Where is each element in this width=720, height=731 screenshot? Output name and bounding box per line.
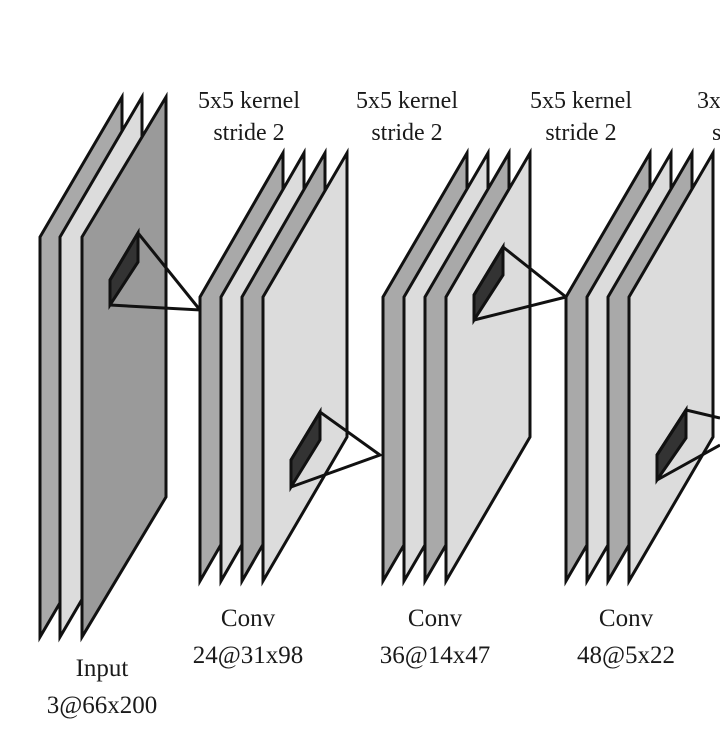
input-shape-label: 3@66x200 xyxy=(47,692,158,719)
conv2-kernel-outline xyxy=(472,244,570,322)
conv2-kernel-window xyxy=(472,241,570,326)
conv3-plane-4 xyxy=(627,147,715,587)
conv2-volume xyxy=(381,147,532,587)
conv1-stride-label: stride 2 xyxy=(213,120,284,146)
conv2-shape-label: 36@14x47 xyxy=(380,642,491,669)
kernel-labels: 5x5 kernel stride 2 5x5 kernel stride 2 … xyxy=(198,88,720,146)
conv1-plane-4 xyxy=(261,147,349,587)
input-kernel-outline xyxy=(108,230,204,312)
conv1-shape-label: 24@31x98 xyxy=(193,642,304,669)
input-volume xyxy=(38,91,168,643)
conv3-kernel-size-label: 5x5 kernel xyxy=(530,88,632,114)
conv3-shape-label: 48@5x22 xyxy=(577,642,675,669)
conv3-stride-label: stride 2 xyxy=(545,120,616,146)
input-plane-3 xyxy=(80,91,168,643)
conv4-stride-label: stride 1 xyxy=(712,120,720,146)
conv3-volume xyxy=(564,147,715,587)
conv2-kernel-size-label: 5x5 kernel xyxy=(356,88,458,114)
input-name-label: Input xyxy=(76,655,129,682)
conv3-kernel-edge xyxy=(656,443,720,482)
conv1-kernel-outline xyxy=(289,409,384,489)
conv3-kernel-outline xyxy=(655,408,720,480)
conv2-name-label: Conv xyxy=(408,605,463,632)
conv1-kernel-window xyxy=(289,406,384,493)
layer-captions: Input 3@66x200 Conv 24@31x98 Conv 36@14x… xyxy=(47,605,675,719)
conv2-plane-4 xyxy=(444,147,532,587)
conv1-kernel-size-label: 5x5 kernel xyxy=(198,88,300,114)
conv1-volume xyxy=(198,147,349,587)
conv1-name-label: Conv xyxy=(221,605,276,632)
conv3-kernel-window xyxy=(655,404,720,485)
conv4-kernel-size-label: 3x3 kernel xyxy=(697,88,720,114)
input-kernel-window xyxy=(108,227,204,312)
conv2-stride-label: stride 2 xyxy=(371,120,442,146)
conv3-name-label: Conv xyxy=(599,605,654,632)
